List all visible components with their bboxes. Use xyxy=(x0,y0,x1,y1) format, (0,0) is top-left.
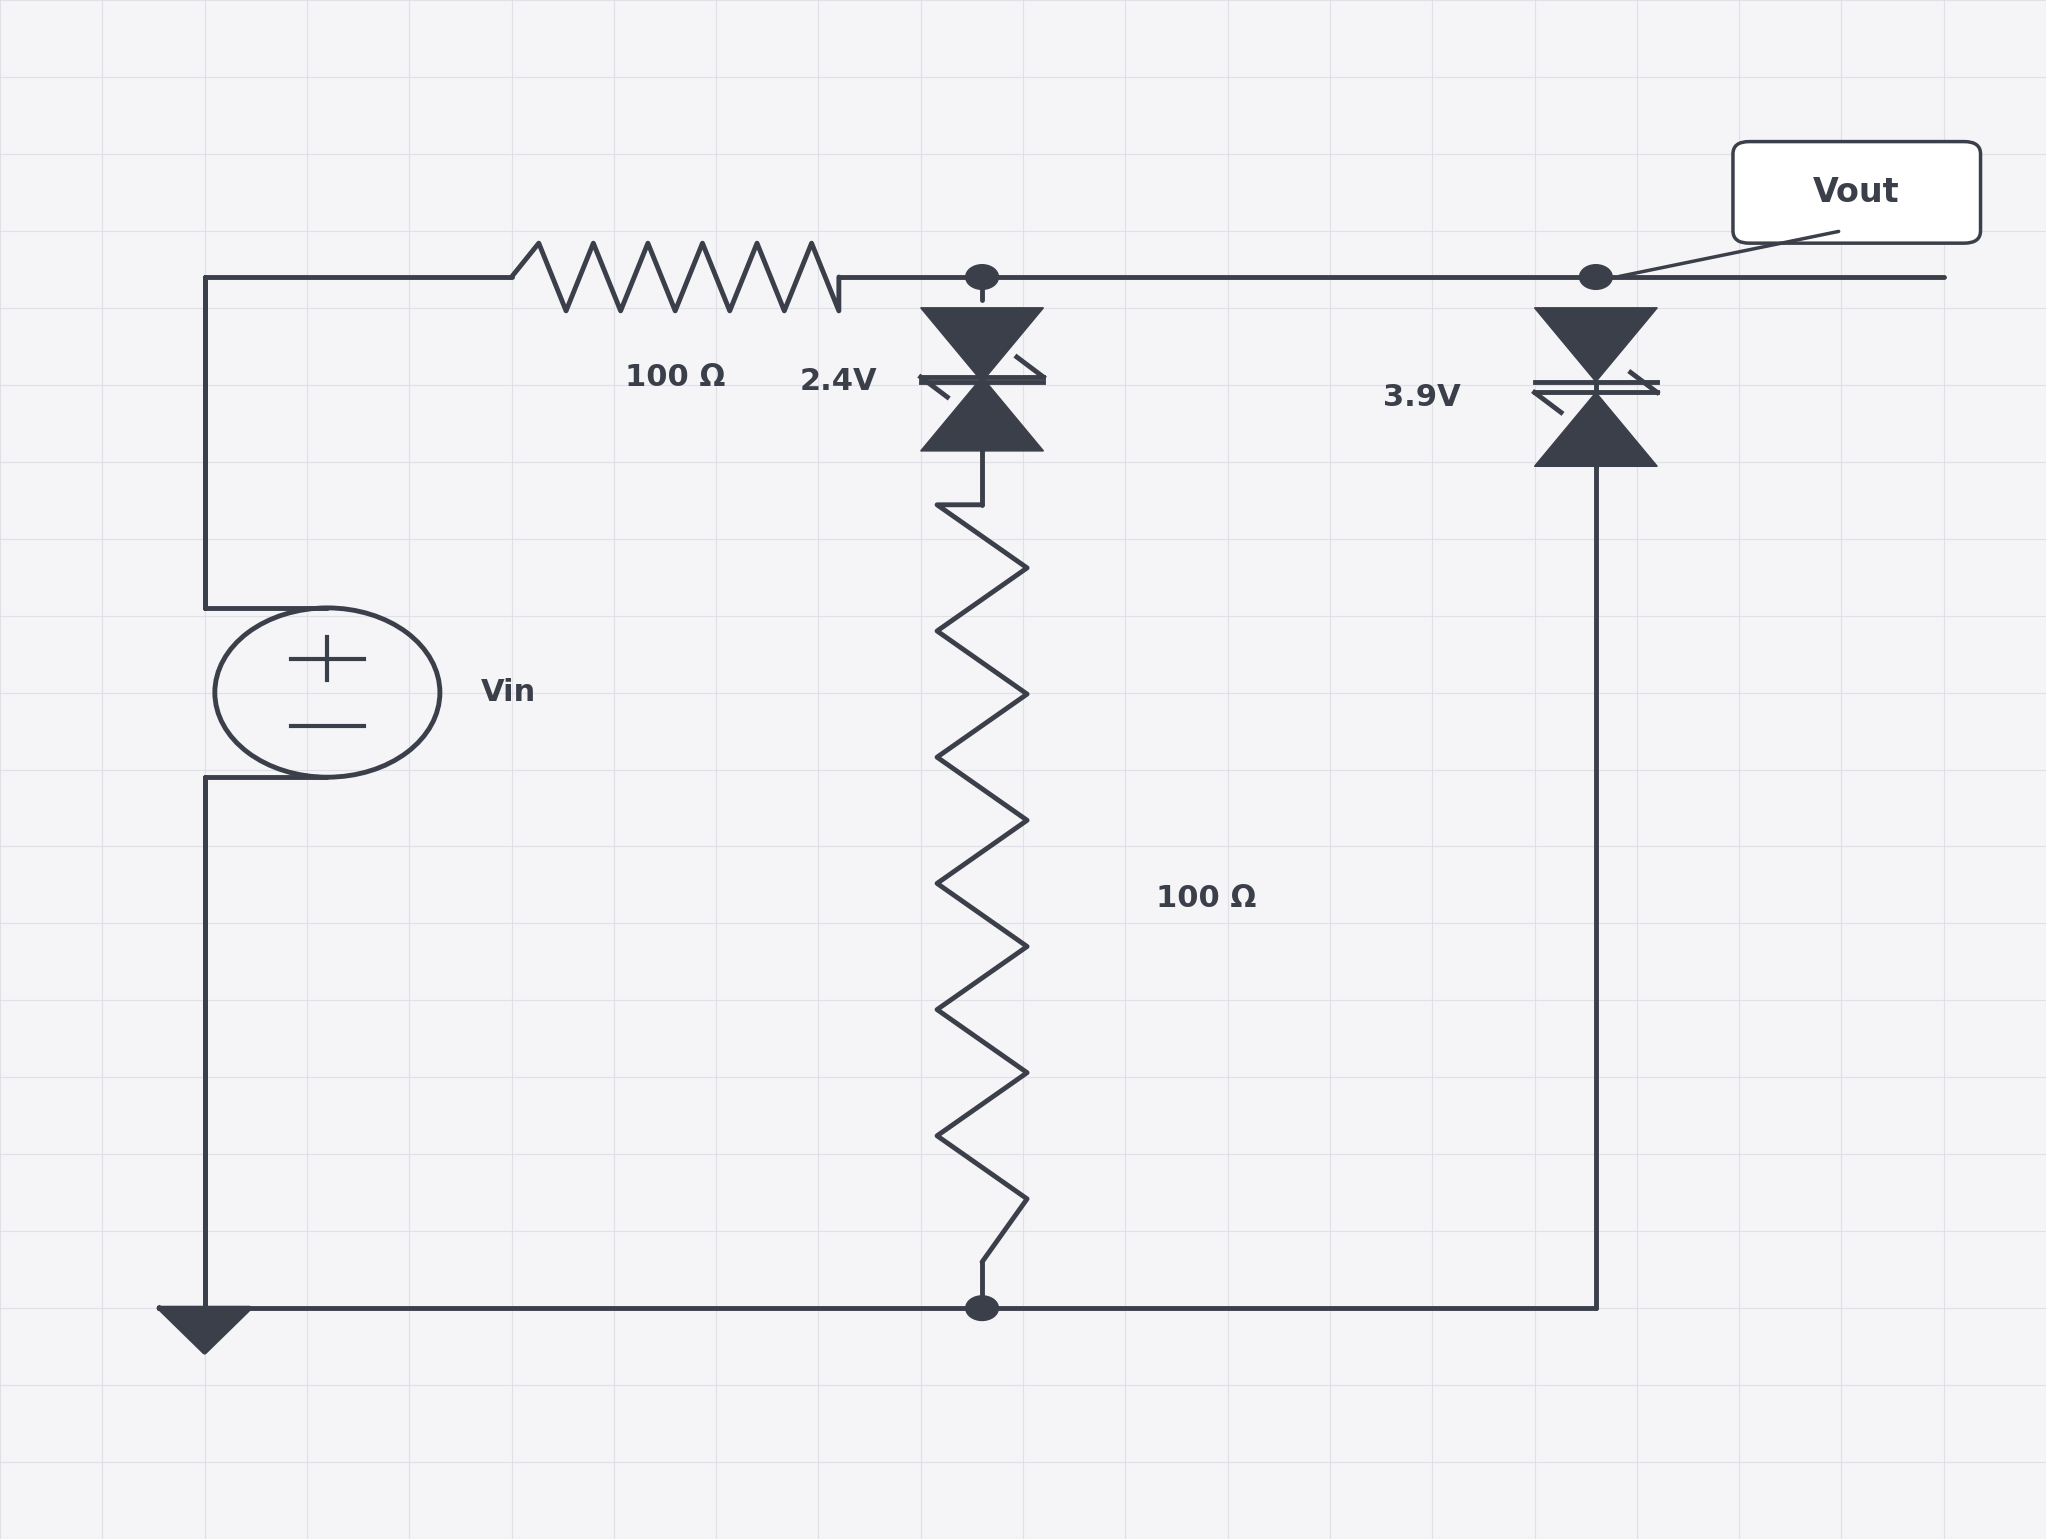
FancyBboxPatch shape xyxy=(1733,142,1981,243)
Text: 2.4V: 2.4V xyxy=(800,368,878,396)
Polygon shape xyxy=(1534,308,1657,382)
Text: 100 Ω: 100 Ω xyxy=(1156,885,1256,913)
Circle shape xyxy=(1580,265,1612,289)
Text: 100 Ω: 100 Ω xyxy=(624,363,726,391)
Circle shape xyxy=(966,1296,998,1320)
Polygon shape xyxy=(1534,392,1657,466)
Text: 3.9V: 3.9V xyxy=(1383,383,1461,411)
Polygon shape xyxy=(160,1308,250,1353)
Polygon shape xyxy=(921,377,1043,451)
Text: Vin: Vin xyxy=(481,679,536,706)
Circle shape xyxy=(966,265,998,289)
Text: Vout: Vout xyxy=(1813,175,1899,209)
Polygon shape xyxy=(921,308,1043,382)
